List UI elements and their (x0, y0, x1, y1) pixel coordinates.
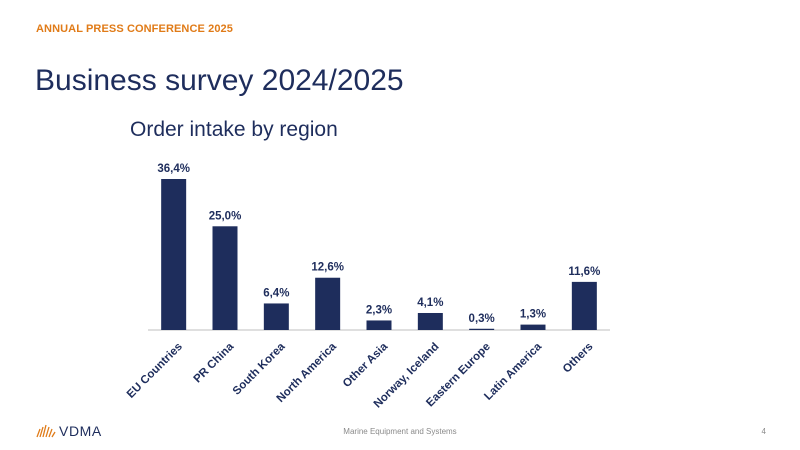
data-label: 2,3% (366, 304, 392, 316)
data-label: 6,4% (263, 287, 289, 299)
chart-title: Order intake by region (130, 118, 338, 141)
conference-kicker: ANNUAL PRESS CONFERENCE 2025 (36, 23, 233, 35)
bar (571, 281, 597, 330)
vdma-logo: VDMA (36, 423, 102, 439)
data-label: 0,3% (469, 313, 495, 325)
data-label: 1,3% (520, 309, 546, 321)
bars-layer (161, 179, 597, 330)
bar (263, 303, 289, 330)
bar (469, 328, 495, 330)
bar (161, 179, 187, 330)
vdma-wordmark: VDMA (59, 423, 102, 439)
data-labels-layer: 36,4% 25,0% 6,4% 12,6% 2,3% 4,1% 0,3% 1,3% 11,6% (157, 163, 600, 325)
x-tick-label: EU Countries (125, 341, 185, 401)
footer-text: Marine Equipment and Systems (343, 427, 457, 436)
vdma-logo-icon (36, 424, 56, 438)
bar (520, 324, 546, 330)
data-label: 4,1% (417, 297, 443, 309)
x-tick-label: Others (561, 341, 596, 376)
bar (212, 226, 238, 330)
x-tick-label: South Korea (231, 340, 288, 397)
slide-title: Business survey 2024/2025 (35, 64, 404, 97)
bar (417, 312, 443, 330)
data-label: 36,4% (157, 163, 190, 175)
x-tick-label: PR China (192, 340, 237, 385)
bar (315, 277, 341, 330)
data-label: 11,6% (568, 266, 600, 278)
data-label: 25,0% (209, 210, 242, 222)
x-tick-label: Other Asia (341, 340, 391, 390)
page-number: 4 (761, 427, 766, 436)
data-label: 12,6% (311, 262, 344, 274)
bar (366, 320, 392, 330)
